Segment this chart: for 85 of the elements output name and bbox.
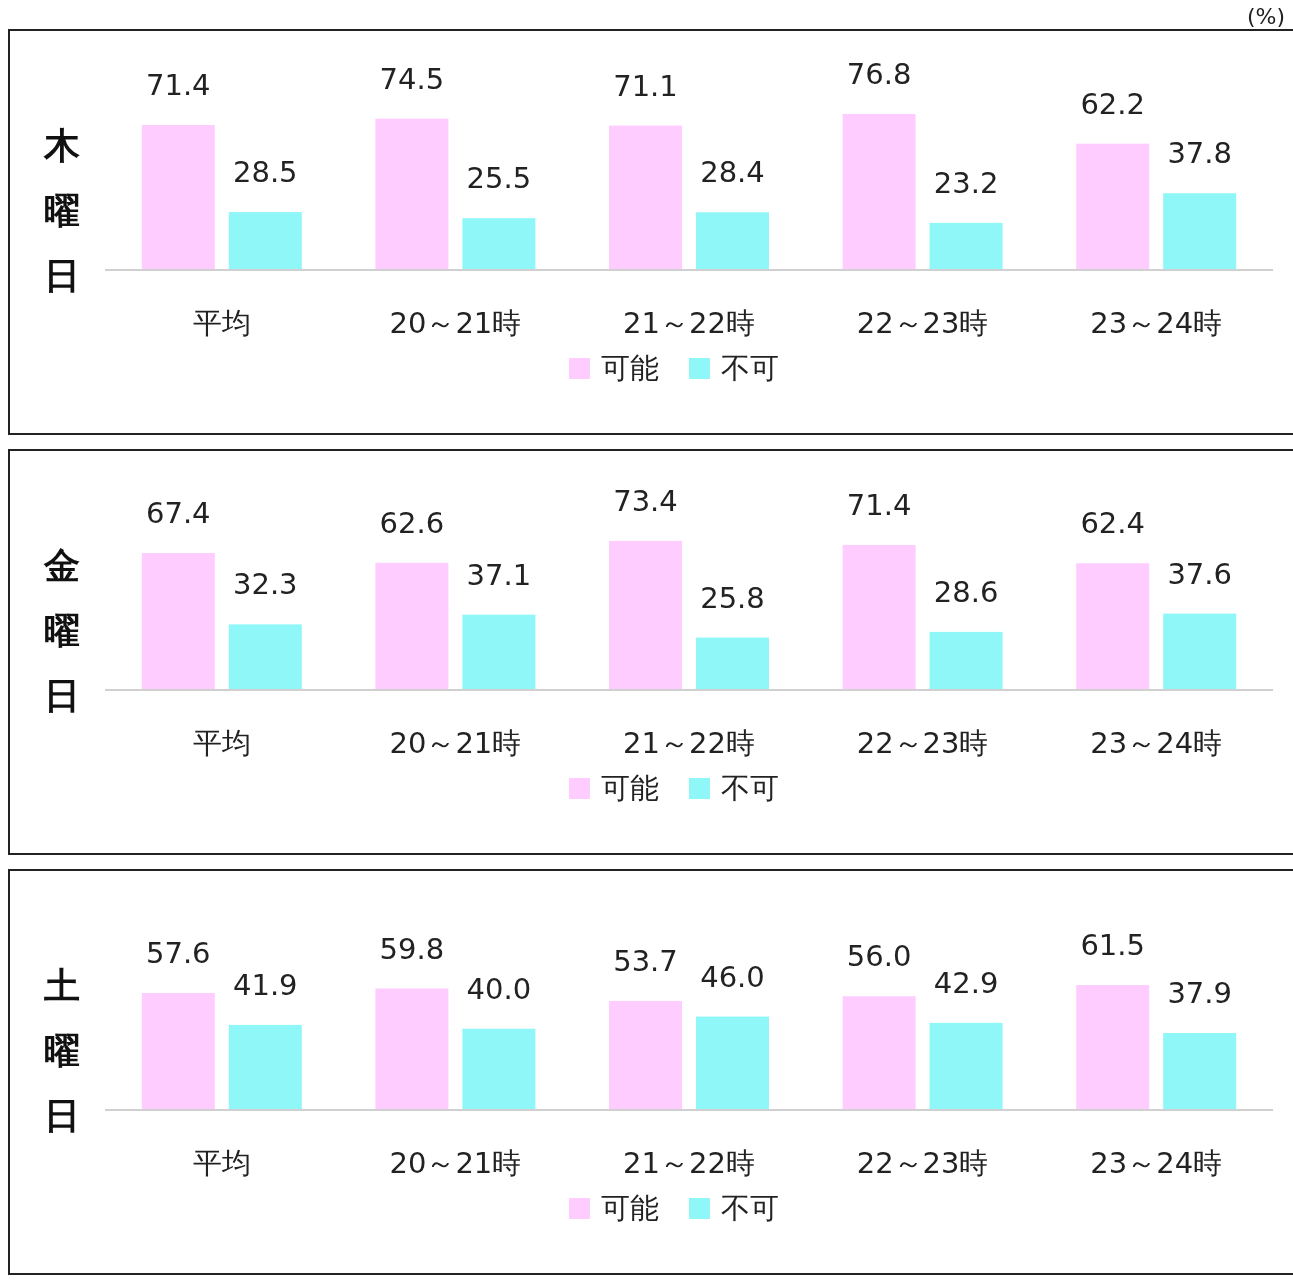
y-axis-title: 金曜日 (43, 545, 80, 716)
bar (375, 988, 449, 1110)
data-label: 23.2 (933, 165, 999, 200)
bar (842, 114, 916, 270)
x-tick-label: 平均 (192, 306, 251, 340)
data-label: 46.0 (700, 959, 765, 994)
data-label: 41.9 (233, 967, 298, 1002)
data-label: 76.8 (846, 57, 912, 91)
x-tick-label: 20～21時 (389, 726, 522, 760)
bar (609, 540, 682, 690)
y-axis-title: 木曜日 (43, 125, 80, 296)
x-tick-label: 20～21時 (389, 306, 522, 340)
data-label: 56.0 (846, 939, 912, 974)
bar (1163, 193, 1237, 270)
data-label: 67.4 (146, 496, 211, 531)
bar (375, 118, 449, 270)
x-tick-label: 平均 (192, 1146, 251, 1180)
legend-label: 可能 (601, 1191, 659, 1225)
data-label: 71.1 (613, 68, 678, 103)
bar (462, 614, 536, 690)
bar (929, 1022, 1003, 1110)
data-label: 25.5 (466, 161, 532, 196)
data-label: 57.6 (146, 936, 211, 970)
bar (696, 637, 769, 690)
data-label: 61.5 (1080, 928, 1145, 963)
bar (609, 1000, 682, 1110)
bar (696, 1016, 769, 1110)
legend-label: 不可 (721, 771, 779, 805)
x-tick-label: 平均 (192, 726, 251, 760)
data-label: 37.6 (1167, 556, 1232, 591)
data-label: 37.8 (1167, 136, 1232, 171)
bar (462, 1028, 536, 1110)
bar (1163, 1033, 1237, 1110)
bar (1076, 985, 1150, 1110)
x-tick-label: 23～24時 (1090, 726, 1223, 760)
data-label: 37.9 (1167, 976, 1232, 1011)
x-tick-label: 20～21時 (389, 1146, 522, 1180)
data-label: 28.5 (233, 155, 298, 190)
legend-label: 可能 (601, 351, 659, 385)
legend-label: 不可 (721, 1191, 779, 1225)
x-tick-label: 21～22時 (623, 306, 755, 340)
bar (1076, 563, 1150, 690)
data-label: 73.4 (613, 483, 678, 518)
x-tick-label: 22～23時 (856, 726, 989, 760)
bar (375, 562, 449, 690)
bar (842, 544, 916, 690)
bar (228, 1024, 302, 1110)
data-label: 42.9 (933, 965, 999, 1000)
x-tick-label: 21～22時 (623, 726, 755, 760)
bar (228, 624, 302, 690)
data-label: 40.0 (466, 971, 532, 1006)
data-label: 62.6 (379, 505, 445, 540)
x-tick-label: 22～23時 (856, 306, 989, 340)
data-label: 71.4 (846, 487, 912, 522)
bar (1163, 613, 1237, 690)
legend-label: 不可 (721, 351, 779, 385)
x-tick-label: 22～23時 (856, 1146, 989, 1180)
data-label: 28.4 (700, 155, 765, 190)
bar (228, 212, 302, 270)
bar (1076, 143, 1150, 270)
data-label: 28.6 (933, 574, 999, 609)
data-label: 25.8 (700, 580, 765, 615)
x-tick-label: 21～22時 (623, 1146, 755, 1180)
data-label: 37.1 (466, 557, 532, 592)
legend-label: 可能 (601, 771, 659, 805)
bar (929, 631, 1003, 690)
data-label: 62.2 (1080, 86, 1145, 121)
bar (929, 222, 1003, 270)
data-label: 62.4 (1080, 506, 1145, 541)
bar (609, 125, 682, 270)
text: (%) (1246, 4, 1285, 29)
bar (141, 124, 215, 270)
bar (141, 553, 215, 690)
x-tick-label: 23～24時 (1090, 306, 1223, 340)
data-label: 59.8 (379, 931, 445, 966)
bar (141, 993, 215, 1110)
data-label: 53.7 (613, 943, 678, 978)
bar (696, 212, 769, 270)
data-label: 74.5 (379, 61, 445, 96)
y-axis-title: 土曜日 (44, 965, 80, 1136)
data-label: 32.3 (233, 567, 298, 602)
bar (462, 218, 536, 270)
data-label: 71.4 (146, 67, 211, 102)
x-tick-label: 23～24時 (1090, 1146, 1223, 1180)
bar (842, 996, 916, 1110)
